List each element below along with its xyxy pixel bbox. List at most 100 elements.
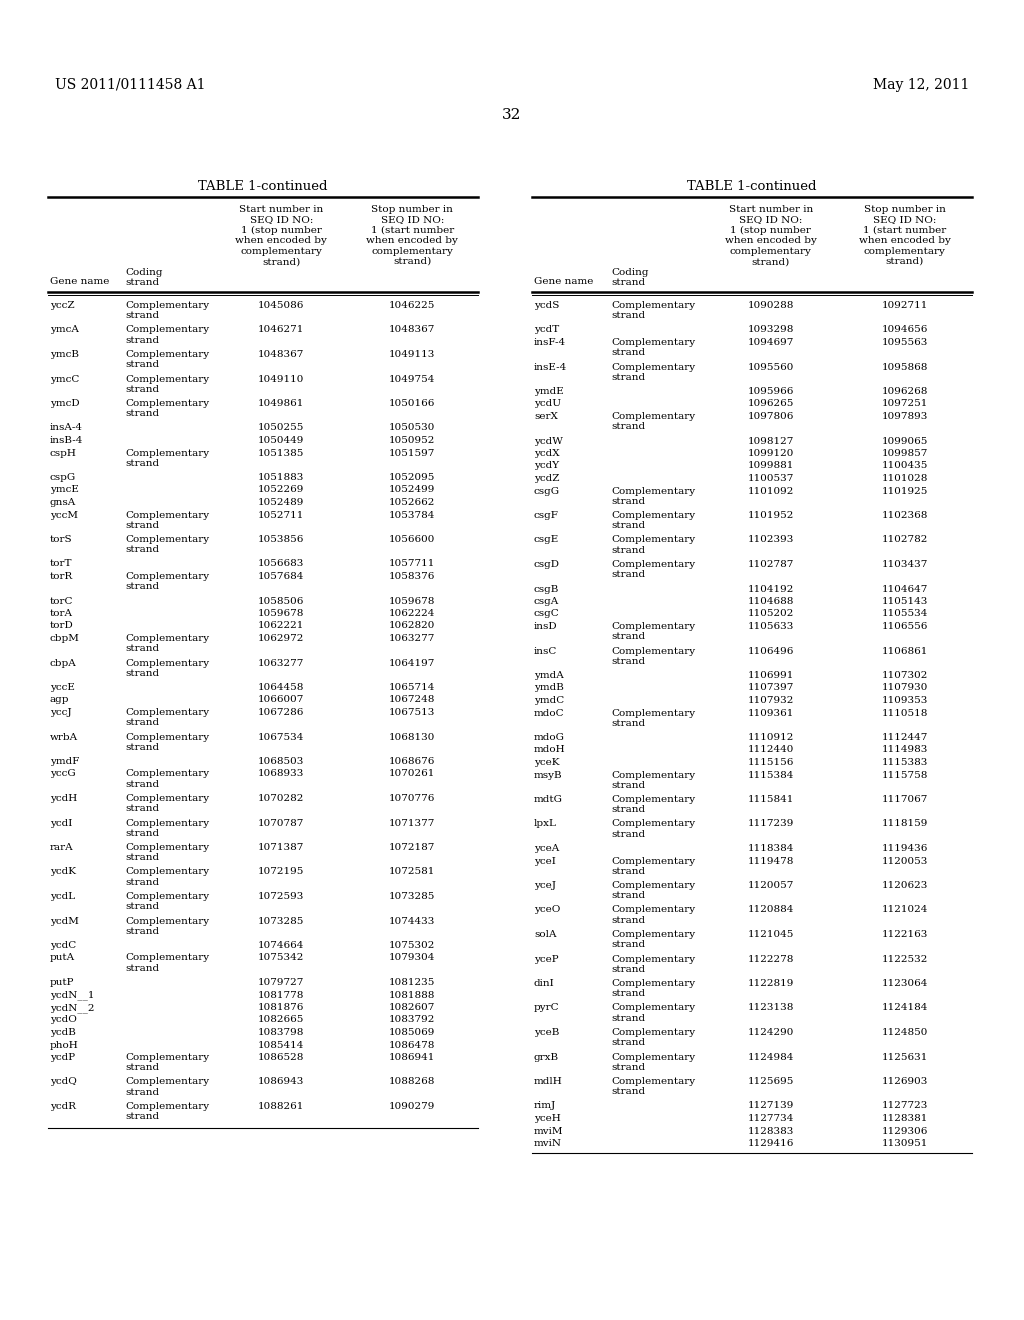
Text: csgE: csgE [534,536,559,544]
Text: 1095868: 1095868 [882,363,928,371]
Text: ycdU: ycdU [534,400,561,408]
Text: 1067286: 1067286 [258,708,304,717]
Text: Complementary
strand: Complementary strand [611,820,695,840]
Text: Gene name: Gene name [50,277,110,286]
Text: 1103437: 1103437 [882,560,928,569]
Text: gnsA: gnsA [50,498,76,507]
Text: 1057684: 1057684 [258,572,304,581]
Text: 1062820: 1062820 [389,622,435,631]
Text: 1122532: 1122532 [882,954,928,964]
Text: 1070776: 1070776 [389,795,435,803]
Text: Complementary
strand: Complementary strand [125,634,209,653]
Text: 1106496: 1106496 [748,647,794,656]
Text: ymdF: ymdF [50,756,80,766]
Text: 1053856: 1053856 [258,535,304,544]
Text: 1102393: 1102393 [748,536,794,544]
Text: 1115384: 1115384 [748,771,794,780]
Text: 1124984: 1124984 [748,1052,794,1061]
Text: Complementary
strand: Complementary strand [125,916,209,936]
Text: 1094697: 1094697 [748,338,794,347]
Text: TABLE 1-continued: TABLE 1-continued [199,180,328,193]
Text: 1107302: 1107302 [882,671,928,680]
Text: ycdM: ycdM [50,916,79,925]
Text: 1051597: 1051597 [389,449,435,458]
Text: 1118384: 1118384 [748,843,794,853]
Text: Complementary
strand: Complementary strand [611,487,695,506]
Text: cbpA: cbpA [50,659,77,668]
Text: Complementary
strand: Complementary strand [125,953,209,973]
Text: 1086943: 1086943 [258,1077,304,1086]
Text: 1125695: 1125695 [748,1077,794,1086]
Text: 1062221: 1062221 [258,622,304,631]
Text: 1059678: 1059678 [258,609,304,618]
Text: ycdC: ycdC [50,941,76,950]
Text: 1050952: 1050952 [389,436,435,445]
Text: 1126903: 1126903 [882,1077,928,1086]
Text: Complementary
strand: Complementary strand [125,892,209,911]
Text: 1106556: 1106556 [882,622,928,631]
Text: 1058376: 1058376 [389,572,435,581]
Text: 1109361: 1109361 [748,709,794,718]
Text: mdlH: mdlH [534,1077,563,1086]
Text: Complementary
strand: Complementary strand [611,1003,695,1023]
Text: 1062972: 1062972 [258,634,304,643]
Text: 1099881: 1099881 [748,462,794,470]
Text: insD: insD [534,622,558,631]
Text: 1120884: 1120884 [748,906,794,915]
Text: 1052711: 1052711 [258,511,304,520]
Text: ycdQ: ycdQ [50,1077,77,1086]
Text: ymcB: ymcB [50,350,79,359]
Text: 1120057: 1120057 [748,880,794,890]
Text: 1097893: 1097893 [882,412,928,421]
Text: ycdN__2: ycdN__2 [50,1003,94,1012]
Text: 1117067: 1117067 [882,795,928,804]
Text: Complementary
strand: Complementary strand [125,659,209,678]
Text: 1097251: 1097251 [882,400,928,408]
Text: insB-4: insB-4 [50,436,83,445]
Text: 1123138: 1123138 [748,1003,794,1012]
Text: 1109353: 1109353 [882,696,928,705]
Text: Complementary
strand: Complementary strand [125,867,209,887]
Text: torD: torD [50,622,74,631]
Text: Complementary
strand: Complementary strand [125,375,209,393]
Text: 1052269: 1052269 [258,486,304,495]
Text: yceO: yceO [534,906,560,915]
Text: 1065714: 1065714 [389,682,435,692]
Text: putP: putP [50,978,75,987]
Text: Complementary
strand: Complementary strand [125,770,209,789]
Text: 1064197: 1064197 [389,659,435,668]
Text: Start number in
SEQ ID NO:
1 (stop number
when encoded by
complementary
strand): Start number in SEQ ID NO: 1 (stop numbe… [725,205,816,267]
Text: 1070787: 1070787 [258,818,304,828]
Text: TABLE 1-continued: TABLE 1-continued [687,180,817,193]
Text: yccG: yccG [50,770,76,779]
Text: Complementary
strand: Complementary strand [611,1052,695,1072]
Text: csgG: csgG [534,487,560,495]
Text: yceB: yceB [534,1028,559,1038]
Text: 1049113: 1049113 [389,350,435,359]
Text: 1118159: 1118159 [882,820,928,829]
Text: Complementary
strand: Complementary strand [611,412,695,432]
Text: 1074664: 1074664 [258,941,304,950]
Text: cbpM: cbpM [50,634,80,643]
Text: csgC: csgC [534,610,560,619]
Text: csgB: csgB [534,585,559,594]
Text: ycdK: ycdK [50,867,76,876]
Text: yccJ: yccJ [50,708,72,717]
Text: 1129306: 1129306 [882,1126,928,1135]
Text: csgF: csgF [534,511,559,520]
Text: Complementary
strand: Complementary strand [125,1102,209,1122]
Text: 1121045: 1121045 [748,931,794,939]
Text: Complementary
strand: Complementary strand [611,857,695,876]
Text: 1100435: 1100435 [882,462,928,470]
Text: 1101925: 1101925 [882,487,928,495]
Text: 1123064: 1123064 [882,979,928,987]
Text: torC: torC [50,597,74,606]
Text: Complementary
strand: Complementary strand [125,1077,209,1097]
Text: 1107397: 1107397 [748,684,794,693]
Text: 1082665: 1082665 [258,1015,304,1024]
Text: mdoC: mdoC [534,709,564,718]
Text: grxB: grxB [534,1052,559,1061]
Text: 1046225: 1046225 [389,301,435,310]
Text: ycdZ: ycdZ [534,474,559,483]
Text: csgD: csgD [534,560,560,569]
